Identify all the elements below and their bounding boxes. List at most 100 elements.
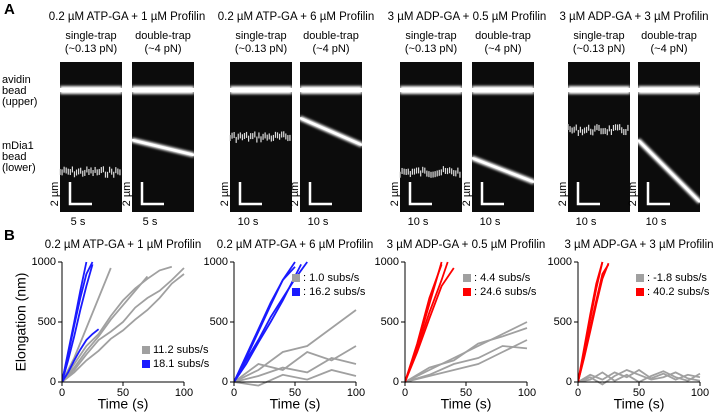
- x-tick-label: 100: [347, 387, 365, 399]
- x-axis-label: Time (s): [614, 396, 665, 412]
- chart-title: 0.2 µM ATP-GA + 1 µM Profilin: [45, 239, 202, 251]
- trace: [234, 309, 357, 383]
- time-label: 10 s: [408, 216, 429, 228]
- trace: [234, 266, 296, 383]
- trap-label: double-trap: [135, 30, 191, 42]
- scale-label: 2 µm: [627, 182, 639, 207]
- trace: [405, 339, 528, 383]
- scale-bar: [576, 182, 600, 206]
- trap-label: single-trap: [573, 30, 624, 42]
- trap-label: single-trap: [405, 30, 456, 42]
- bead-label: (upper): [2, 96, 37, 108]
- force-label: (~4 pN): [485, 43, 522, 55]
- chart-title: 0.2 µM ATP-GA + 6 µM Profilin: [217, 239, 374, 251]
- bead-trace: [471, 156, 535, 184]
- legend-label: 11.2 subs/s: [153, 344, 209, 356]
- legend-swatch: [463, 288, 471, 296]
- trace: [578, 261, 604, 383]
- x-tick-label: 100: [691, 387, 709, 399]
- x-tick-label: 0: [231, 387, 237, 399]
- legend-label: : -1.8 subs/s: [647, 272, 707, 284]
- legend-label: : 40.2 subs/s: [647, 286, 710, 298]
- x-tick-label: 50: [117, 387, 129, 399]
- legend-label: : 24.6 subs/s: [474, 286, 537, 298]
- force-label: (~0.13 pN): [235, 43, 287, 55]
- legend-swatch: [292, 274, 300, 282]
- trace: [62, 265, 173, 383]
- bead-trace: [131, 138, 195, 157]
- x-tick-label: 100: [175, 387, 193, 399]
- trace: [62, 275, 149, 383]
- scale-label: 2 µm: [121, 182, 133, 207]
- condition-title: 3 µM ADP-GA + 3 µM Profilin: [559, 11, 708, 23]
- bead-label: avidin: [2, 74, 31, 86]
- y-tick-label: 1000: [548, 256, 572, 268]
- bead-trace: [299, 116, 363, 147]
- x-tick-label: 50: [289, 387, 301, 399]
- y-tick-label: 0: [222, 376, 228, 388]
- bead-band: [472, 88, 534, 92]
- y-tick-label: 500: [38, 316, 56, 328]
- time-label: 10 s: [238, 216, 259, 228]
- bead-band: [638, 88, 700, 92]
- y-tick-label: 1000: [204, 256, 228, 268]
- trace: [405, 267, 455, 383]
- panel-label: A: [4, 1, 15, 18]
- force-label: (~4 pN): [651, 43, 688, 55]
- y-tick-label: 500: [554, 316, 572, 328]
- trace: [405, 264, 443, 383]
- x-tick-label: 100: [518, 387, 536, 399]
- time-label: 10 s: [646, 216, 667, 228]
- bead-band: [400, 88, 462, 92]
- x-axis-label: Time (s): [98, 396, 149, 412]
- legend-label: : 4.4 subs/s: [474, 272, 531, 284]
- chart-title: 3 µM ADP-GA + 3 µM Profilin: [564, 239, 713, 251]
- bead-label: mDia1: [2, 140, 34, 152]
- y-axis-label: Elongation (nm): [13, 273, 29, 372]
- bead-band: [132, 88, 194, 92]
- legend-label: : 1.0 subs/s: [303, 272, 360, 284]
- legend-swatch: [142, 360, 150, 368]
- trace: [62, 267, 185, 383]
- bead-band: [300, 88, 362, 92]
- condition-title: 0.2 µM ATP-GA + 1 µM Profilin: [49, 11, 206, 23]
- time-label: 10 s: [576, 216, 597, 228]
- legend-swatch: [463, 274, 471, 282]
- scale-bar: [68, 182, 92, 206]
- condition-title: 0.2 µM ATP-GA + 6 µM Profilin: [218, 11, 375, 23]
- trace: [62, 264, 94, 383]
- trap-label: double-trap: [475, 30, 531, 42]
- legend-swatch: [636, 274, 644, 282]
- x-tick-label: 0: [59, 387, 65, 399]
- trap-label: single-trap: [65, 30, 116, 42]
- y-tick-label: 0: [393, 376, 399, 388]
- bead-band: [230, 88, 292, 92]
- trace: [234, 345, 357, 383]
- trap-label: double-trap: [303, 30, 359, 42]
- force-label: (~4 pN): [145, 43, 182, 55]
- scale-bar: [480, 182, 504, 206]
- scale-label: 2 µm: [219, 182, 231, 207]
- force-label: (~0.13 pN): [65, 43, 117, 55]
- time-label: 5 s: [143, 216, 158, 228]
- bead-band: [568, 88, 630, 92]
- y-tick-label: 0: [50, 376, 56, 388]
- force-label: (~0.13 pN): [573, 43, 625, 55]
- x-tick-label: 50: [633, 387, 645, 399]
- legend-swatch: [292, 288, 300, 296]
- scale-bar: [140, 182, 164, 206]
- trace: [405, 345, 528, 383]
- trace: [62, 267, 112, 383]
- bead-band: [60, 88, 122, 92]
- x-tick-label: 0: [575, 387, 581, 399]
- x-axis-label: Time (s): [270, 396, 321, 412]
- y-tick-label: 1000: [32, 256, 56, 268]
- legend-label: 18.1 subs/s: [153, 358, 210, 370]
- bead-label: bead: [2, 85, 26, 97]
- bead-trace: [637, 139, 701, 203]
- chart-title: 3 µM ADP-GA + 0.5 µM Profilin: [387, 239, 546, 251]
- time-label: 10 s: [308, 216, 329, 228]
- trace: [578, 262, 610, 383]
- x-tick-label: 50: [460, 387, 472, 399]
